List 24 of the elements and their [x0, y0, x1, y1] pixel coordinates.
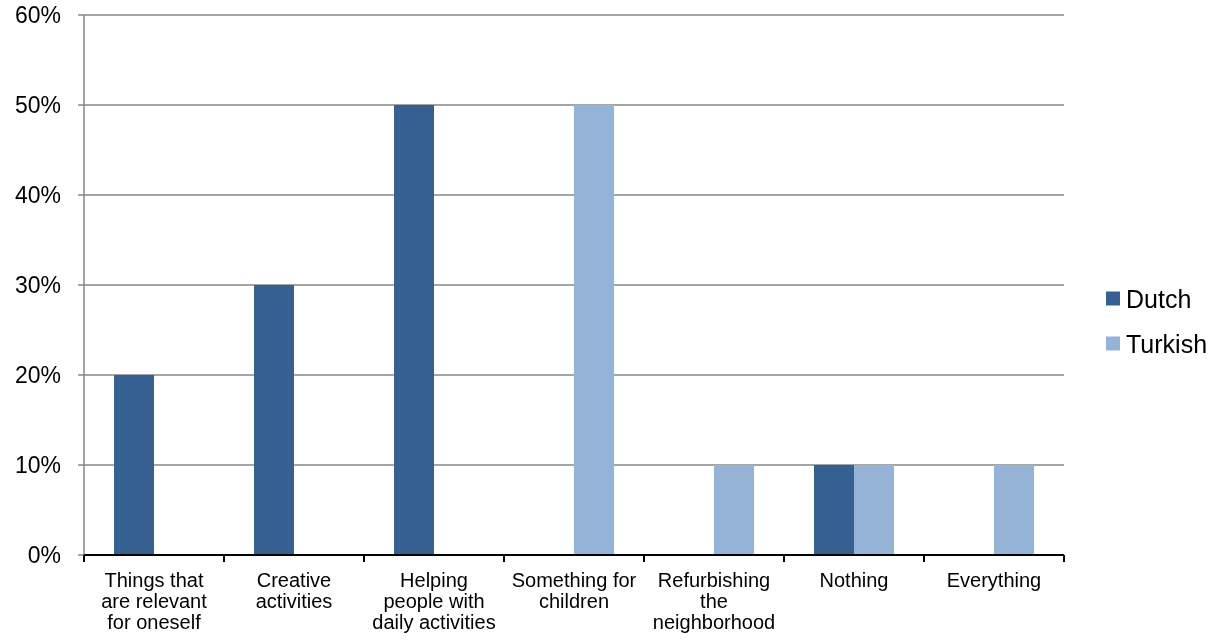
bar: [854, 465, 894, 555]
x-tick-label: Nothing: [819, 569, 889, 591]
y-tick-label: 10%: [14, 452, 61, 478]
bar: [114, 375, 154, 555]
legend-label: Dutch: [1126, 284, 1192, 313]
bar: [814, 465, 854, 555]
bar: [714, 465, 754, 555]
bar: [994, 465, 1034, 555]
y-tick-label: 50%: [14, 92, 61, 118]
x-tick-label: Everything: [946, 569, 1042, 591]
bar: [574, 105, 614, 555]
y-tick-label: 20%: [14, 362, 61, 388]
x-tick-label: Something for children: [511, 569, 637, 612]
bar: [394, 105, 434, 555]
y-tick-label: 0%: [27, 542, 61, 568]
x-tick-label: Things that are relevant for oneself: [101, 569, 208, 633]
x-tick-label: Creative activities: [255, 569, 333, 612]
x-tick-label: Helping people with daily activities: [372, 569, 496, 633]
legend-label: Turkish: [1126, 329, 1208, 358]
x-tick-label: Refurbishing the neighborhood: [652, 569, 776, 633]
y-tick-label: 60%: [14, 2, 61, 28]
y-tick-label: 40%: [14, 182, 61, 208]
y-tick-label: 30%: [14, 272, 61, 298]
bar: [254, 285, 294, 555]
